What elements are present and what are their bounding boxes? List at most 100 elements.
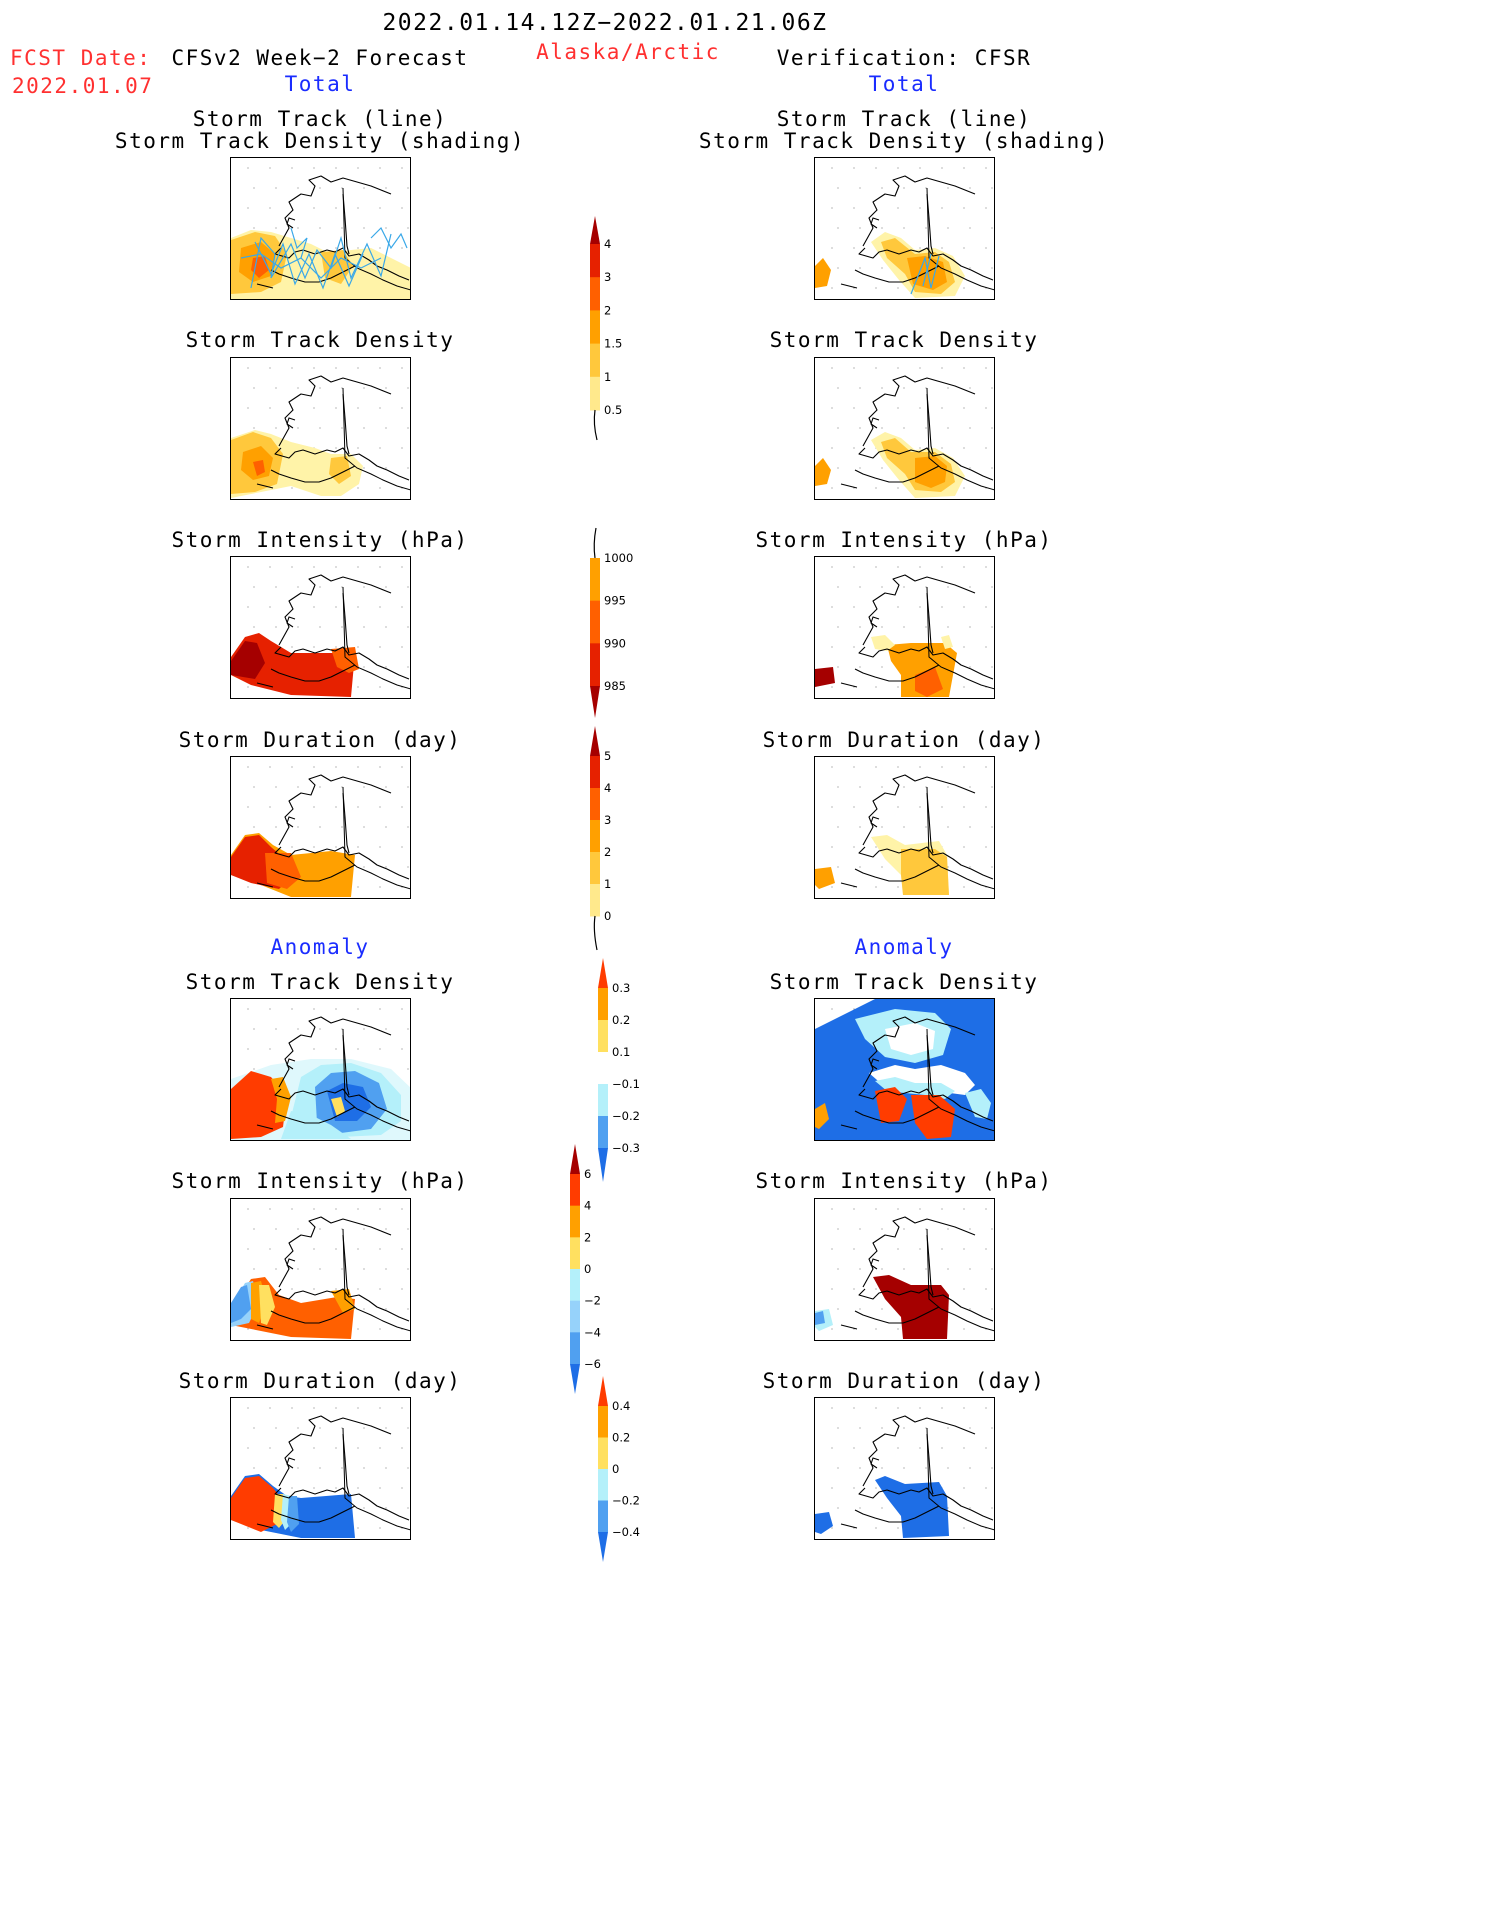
graticule-dot — [925, 1427, 927, 1429]
graticule-dot — [919, 606, 921, 608]
graticule-dot — [881, 626, 883, 628]
colorbar-segment — [590, 277, 600, 311]
graticule-dot — [401, 407, 403, 409]
coastline — [840, 1324, 858, 1330]
graticule-dot — [363, 187, 365, 189]
coastline — [858, 1288, 994, 1322]
graticule-dot — [313, 646, 315, 648]
graticule-dot — [297, 187, 299, 189]
graticule-dot — [963, 1407, 965, 1409]
graticule-dot — [853, 1487, 855, 1489]
graticule-dot — [385, 187, 387, 189]
graticule-dot — [831, 646, 833, 648]
graticule-dot — [357, 1248, 359, 1250]
graticule-dot — [859, 666, 861, 668]
graticule-dot — [313, 846, 315, 848]
graticule-dot — [875, 566, 877, 568]
colorbar-top-tip — [598, 1376, 608, 1406]
graticule-dot — [881, 866, 883, 868]
graticule-dot — [253, 427, 255, 429]
colorbar-segment — [570, 1237, 580, 1270]
graticule-dot — [269, 606, 271, 608]
graticule-dot — [947, 866, 949, 868]
graticule-dot — [401, 1048, 403, 1050]
graticule-dot — [897, 1407, 899, 1409]
panel-title-duration: Storm Duration (day) — [178, 728, 462, 752]
graticule-dot — [963, 766, 965, 768]
graticule-dot — [941, 367, 943, 369]
right-column-title: Verification: CFSR — [776, 46, 1032, 70]
coastline — [270, 1106, 356, 1124]
graticule-dot — [985, 167, 987, 169]
coastline — [274, 1088, 410, 1122]
graticule-dot — [969, 1467, 971, 1469]
shaded-region — [941, 635, 953, 649]
graticule-dot — [357, 1008, 359, 1010]
colorbar-segment — [590, 788, 600, 821]
left-total-label: Total — [284, 72, 356, 96]
coastline — [278, 375, 392, 447]
graticule-dot — [875, 367, 877, 369]
shaded-region — [875, 1077, 955, 1099]
graticule-dot — [335, 806, 337, 808]
duration-anomaly-colorbar: 0.4 0.2 0 −0.2 −0.4 — [598, 1376, 640, 1562]
graticule-dot — [401, 1208, 403, 1210]
graticule-dot — [363, 1507, 365, 1509]
graticule-dot — [897, 1527, 899, 1529]
colorbar-segment — [590, 884, 600, 917]
graticule-dot — [963, 247, 965, 249]
graticule-dot — [837, 826, 839, 828]
graticule-dot — [357, 646, 359, 648]
graticule-dot — [853, 1008, 855, 1010]
graticule-dot — [897, 806, 899, 808]
graticule-dot — [313, 1248, 315, 1250]
graticule-dot — [401, 167, 403, 169]
graticule-dot — [319, 1467, 321, 1469]
colorbar-bottom-tip — [590, 686, 600, 718]
graticule-dot — [853, 846, 855, 848]
graticule-dot — [969, 387, 971, 389]
graticule-dot — [969, 866, 971, 868]
graticule-dot — [357, 686, 359, 688]
graticule-dot — [837, 1467, 839, 1469]
border-line — [342, 387, 410, 491]
graticule-dot — [363, 1427, 365, 1429]
verification-track-map — [814, 157, 995, 300]
graticule-dot — [335, 367, 337, 369]
graticule-dot — [247, 686, 249, 688]
graticule-dot — [947, 1228, 949, 1230]
graticule-dot — [341, 626, 343, 628]
coastline — [840, 882, 858, 888]
graticule-dot — [357, 566, 359, 568]
graticule-dot — [379, 487, 381, 489]
graticule-dot — [853, 1407, 855, 1409]
graticule-dot — [991, 267, 993, 269]
graticule-dot — [313, 606, 315, 608]
graticule-dot — [269, 1008, 271, 1010]
graticule-dot — [357, 1487, 359, 1489]
graticule-dot — [379, 886, 381, 888]
graticule-dot — [385, 467, 387, 469]
coastline — [862, 574, 976, 646]
left-column-title: CFSv2 Week−2 Forecast — [171, 46, 469, 70]
graticule-dot — [985, 806, 987, 808]
coastline — [854, 664, 940, 682]
graticule-dot — [341, 1268, 343, 1270]
graticule-dot — [969, 1268, 971, 1270]
graticule-dot — [925, 626, 927, 628]
graticule-dot — [881, 467, 883, 469]
coastline — [286, 1258, 296, 1270]
panel-title-intensity-anomaly: Storm Intensity (hPa) — [755, 1169, 1053, 1193]
graticule-dot — [335, 247, 337, 249]
graticule-dot — [963, 447, 965, 449]
colorbar-top-tip — [590, 216, 600, 244]
graticule-dot — [385, 1507, 387, 1509]
graticule-dot — [903, 1467, 905, 1469]
graticule-dot — [385, 1028, 387, 1030]
graticule-dot — [363, 626, 365, 628]
graticule-dot — [407, 1467, 409, 1469]
graticule-dot — [985, 367, 987, 369]
graticule-dot — [385, 1268, 387, 1270]
graticule-dot — [341, 187, 343, 189]
graticule-dot — [379, 407, 381, 409]
